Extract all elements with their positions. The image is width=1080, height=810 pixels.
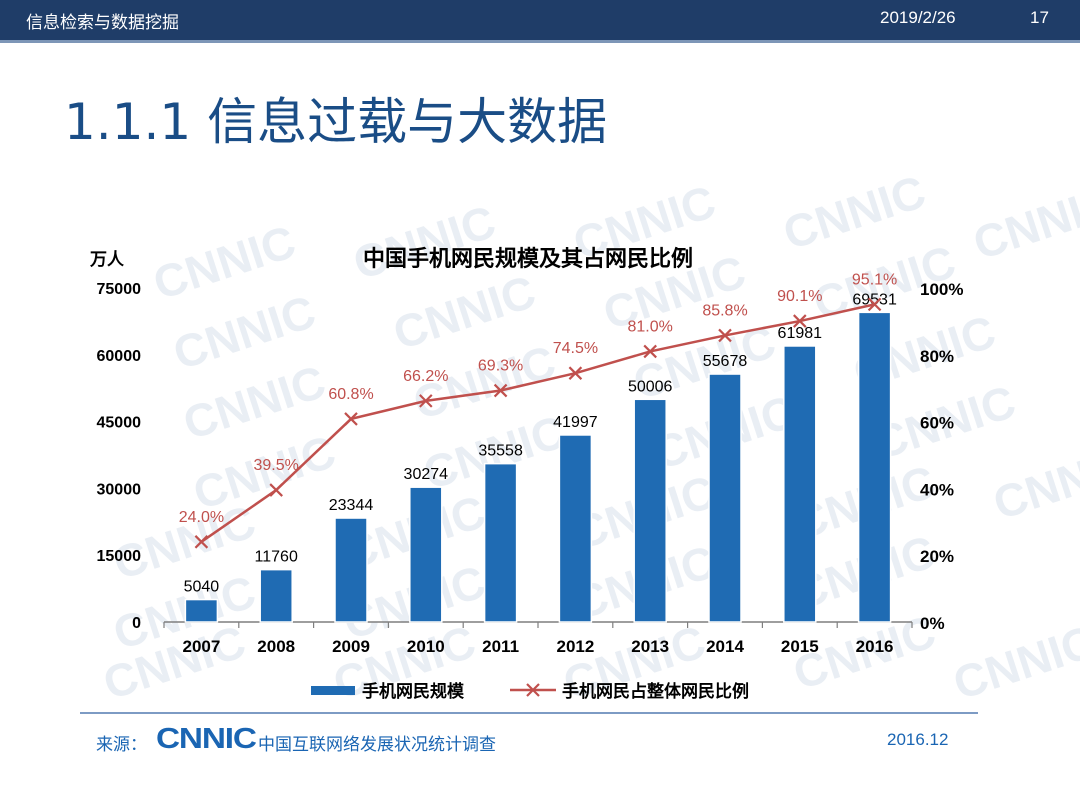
- line-point-marker: [419, 394, 433, 408]
- chart-title: 中国手机网民规模及其占网民比例: [363, 247, 693, 272]
- header-divider: [0, 40, 1080, 43]
- header-date: 2019/2/26: [880, 8, 956, 27]
- line-series-path: [200, 303, 875, 543]
- line-data-label: 60.8%: [328, 386, 373, 403]
- source-prefix: 来源：: [96, 735, 147, 755]
- line-data-label: 95.1%: [852, 271, 897, 288]
- x-tick-label: 2014: [706, 637, 744, 656]
- x-tick-label: 2009: [332, 637, 370, 656]
- x-tick-label: 2010: [407, 637, 445, 656]
- bar-data-label: 5040: [184, 579, 220, 596]
- y-right-tick-label: 100%: [920, 280, 963, 299]
- line-point-marker: [269, 483, 283, 497]
- y-left-tick-label: 75000: [97, 281, 142, 298]
- line-point-marker: [793, 314, 807, 328]
- line-data-label: 90.1%: [777, 288, 822, 305]
- bar-data-label: 55678: [703, 353, 748, 370]
- bar-data-label: 23344: [329, 497, 374, 514]
- y-left-tick-label: 0: [132, 615, 141, 632]
- line-data-label: 66.2%: [403, 368, 448, 385]
- line-data-label: 85.8%: [702, 302, 747, 319]
- watermark-text: CNNIC: [777, 165, 932, 259]
- bar: [708, 373, 742, 623]
- bar-data-label: 69531: [852, 291, 897, 308]
- line-data-label: 69.3%: [478, 358, 523, 375]
- line-data-label: 74.5%: [553, 340, 598, 357]
- y-right-tick-label: 40%: [920, 480, 954, 499]
- watermark-text: CNNIC: [987, 435, 1080, 529]
- slide-title: 1.1.1 信息过载与大数据: [64, 93, 608, 151]
- x-tick-label: 2015: [781, 637, 819, 656]
- bar: [409, 486, 443, 623]
- bar-data-label: 41997: [553, 414, 598, 431]
- bar-data-label: 30274: [404, 466, 449, 483]
- line-point-marker: [568, 366, 583, 380]
- source-date: 2016.12: [887, 730, 949, 749]
- source-name: 中国互联网络发展状况统计调查: [258, 735, 496, 755]
- watermark-text: CNNIC: [967, 175, 1080, 269]
- y-right-tick-label: 20%: [920, 547, 954, 566]
- legend-bar-label: 手机网民规模: [362, 681, 465, 702]
- bar: [259, 568, 293, 623]
- cnnic-logo: CNNIC: [156, 723, 257, 755]
- y-left-tick-label: 60000: [97, 348, 142, 365]
- bar-data-label: 35558: [478, 443, 523, 460]
- y-right-tick-label: 0%: [920, 614, 945, 633]
- x-tick-label: 2013: [631, 637, 669, 656]
- bar: [483, 462, 518, 623]
- line-data-label: 39.5%: [254, 457, 299, 474]
- y-left-tick-label: 45000: [97, 415, 142, 432]
- bar: [783, 345, 817, 623]
- bar: [857, 311, 892, 623]
- line-point-marker: [493, 383, 508, 398]
- bar: [558, 434, 593, 623]
- bar: [334, 517, 368, 623]
- x-tick-label: 2007: [182, 637, 220, 656]
- course-title: 信息检索与数据挖掘: [26, 13, 179, 33]
- line-point-marker: [718, 328, 732, 343]
- line-point-marker: [643, 344, 657, 359]
- y-left-unit: 万人: [89, 250, 125, 270]
- bar: [633, 398, 667, 623]
- bar-data-label: 50006: [628, 378, 673, 395]
- x-tick-label: 2012: [556, 637, 594, 656]
- bar-data-label: 61981: [778, 325, 823, 342]
- x-tick-label: 2008: [257, 637, 295, 656]
- page-number: 17: [1030, 8, 1049, 27]
- y-left-tick-label: 15000: [97, 548, 142, 565]
- y-left-tick-label: 30000: [97, 481, 142, 498]
- watermark-text: CNNIC: [947, 615, 1080, 709]
- line-point-marker: [867, 297, 882, 312]
- line-data-label: 24.0%: [179, 509, 224, 526]
- line-data-label: 81.0%: [628, 318, 673, 335]
- y-right-tick-label: 60%: [920, 414, 954, 433]
- legend-bar-swatch: [311, 686, 355, 695]
- bar-data-label: 11760: [255, 549, 298, 566]
- x-tick-label: 2011: [482, 637, 519, 656]
- legend-line-label: 手机网民占整体网民比例: [562, 681, 749, 702]
- header-bar: 信息检索与数据挖掘 2019/2/26 17: [0, 0, 1080, 40]
- y-right-tick-label: 80%: [920, 347, 954, 366]
- legend-line-marker: [526, 683, 540, 697]
- bar: [184, 598, 219, 623]
- watermark-text: CNNIC: [347, 195, 502, 289]
- footer-divider: [80, 712, 978, 714]
- line-point-marker: [344, 412, 358, 426]
- x-tick-label: 2016: [856, 637, 894, 656]
- line-point-marker: [194, 535, 209, 549]
